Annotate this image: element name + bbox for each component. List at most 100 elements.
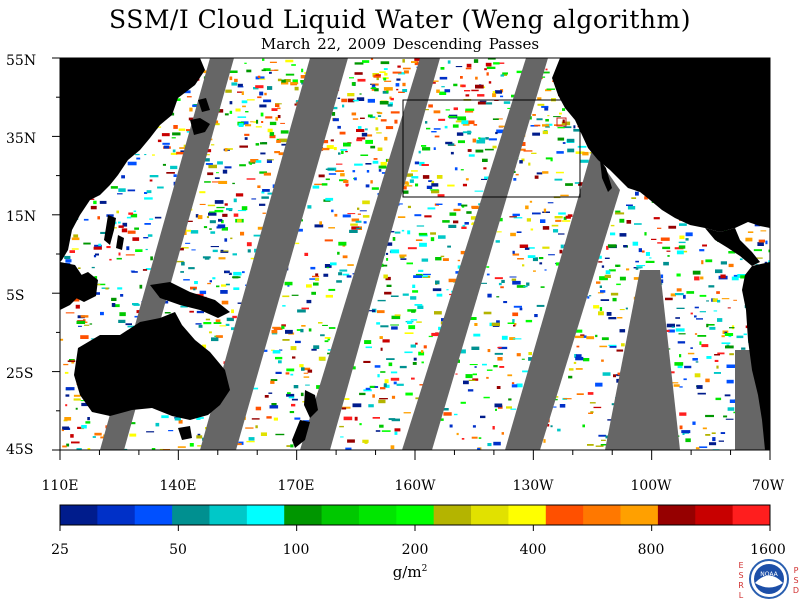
- cloud-speck: [178, 420, 183, 424]
- cloud-speck: [597, 292, 604, 294]
- cloud-speck: [429, 189, 439, 191]
- cloud-speck: [715, 269, 723, 274]
- cloud-speck: [318, 174, 325, 178]
- cloud-speck: [454, 413, 458, 416]
- cloud-speck: [237, 302, 244, 304]
- cloud-speck: [155, 422, 160, 427]
- cloud-speck: [352, 118, 359, 120]
- cloud-speck: [360, 154, 369, 156]
- cloud-speck: [292, 79, 298, 83]
- cloud-speck: [544, 269, 547, 271]
- cloud-speck: [384, 291, 392, 295]
- cloud-speck: [530, 228, 534, 231]
- cloud-speck: [511, 278, 517, 281]
- cloud-speck: [402, 89, 408, 93]
- cloud-speck: [300, 328, 304, 333]
- cloud-speck: [662, 246, 671, 250]
- cloud-speck: [418, 150, 421, 154]
- cloud-speck: [356, 227, 362, 229]
- cloud-speck: [64, 371, 69, 374]
- cloud-speck: [77, 426, 82, 429]
- cloud-speck: [493, 441, 501, 446]
- cloud-speck: [499, 366, 505, 368]
- cloud-speck: [286, 393, 295, 397]
- cloud-speck: [486, 66, 496, 69]
- logo-text: NOAA: [760, 571, 778, 578]
- cloud-speck: [511, 384, 518, 388]
- cloud-speck: [405, 173, 413, 177]
- cloud-speck: [64, 417, 72, 421]
- cloud-speck: [259, 78, 266, 80]
- cloud-speck: [242, 271, 245, 274]
- cloud-speck: [224, 238, 228, 242]
- cloud-speck: [475, 76, 478, 80]
- cloud-speck: [373, 158, 378, 160]
- cloud-speck: [244, 62, 247, 64]
- cloud-speck: [513, 324, 516, 327]
- cloud-speck: [545, 68, 548, 71]
- cloud-speck: [380, 387, 386, 390]
- cloud-speck: [476, 139, 486, 144]
- cloud-speck: [494, 352, 503, 355]
- cloud-speck: [390, 371, 398, 374]
- cloud-speck: [488, 138, 497, 141]
- colorbar-ticks: [59, 525, 771, 531]
- colorbar-cell: [246, 505, 285, 525]
- philippines-islands: [104, 215, 124, 250]
- cloud-speck: [71, 248, 79, 250]
- cloud-speck: [197, 215, 203, 220]
- cloud-speck: [117, 287, 123, 290]
- cloud-speck: [472, 138, 477, 143]
- cloud-speck: [390, 295, 399, 297]
- cloud-speck: [193, 288, 196, 291]
- cloud-speck: [199, 203, 206, 205]
- cloud-speck: [450, 151, 454, 155]
- cloud-speck: [580, 334, 585, 337]
- cloud-speck: [232, 276, 239, 279]
- cloud-speck: [557, 127, 565, 129]
- cloud-speck: [210, 231, 216, 234]
- cloud-speck: [421, 145, 427, 147]
- cloud-speck: [401, 181, 409, 185]
- cloud-speck: [319, 221, 322, 225]
- cloud-speck: [93, 292, 100, 295]
- cloud-speck: [264, 92, 267, 96]
- cloud-speck: [280, 122, 285, 124]
- cloud-speck: [121, 175, 125, 179]
- cloud-speck: [235, 193, 244, 197]
- cloud-speck: [438, 118, 446, 121]
- cloud-speck: [743, 333, 747, 336]
- cloud-speck: [479, 100, 487, 102]
- cloud-speck: [130, 213, 138, 218]
- cloud-speck: [516, 231, 522, 233]
- cloud-speck: [733, 274, 739, 278]
- cloud-speck: [147, 234, 153, 237]
- cloud-speck: [657, 242, 663, 244]
- cloud-speck: [87, 417, 90, 421]
- cloud-speck: [377, 310, 385, 314]
- cloud-speck: [567, 138, 575, 143]
- cloud-speck: [702, 244, 707, 247]
- cloud-speck: [465, 108, 475, 111]
- cloud-speck: [303, 376, 310, 378]
- cloud-speck: [534, 124, 541, 127]
- cloud-speck: [418, 351, 425, 356]
- cloud-speck: [414, 161, 420, 165]
- cloud-speck: [299, 364, 304, 368]
- cloud-speck: [240, 231, 245, 236]
- cloud-speck: [209, 280, 212, 283]
- cloud-speck: [573, 125, 576, 129]
- cloud-speck: [377, 147, 383, 151]
- cloud-speck: [590, 411, 594, 413]
- cloud-speck: [199, 191, 206, 194]
- cloud-speck: [340, 149, 348, 151]
- cloud-speck: [381, 430, 391, 432]
- cloud-speck: [696, 385, 703, 389]
- cloud-speck: [294, 86, 299, 91]
- cloud-speck: [554, 216, 563, 219]
- cloud-speck: [343, 416, 353, 421]
- cloud-speck: [250, 159, 259, 163]
- cloud-speck: [756, 257, 763, 259]
- cloud-speck: [383, 274, 388, 279]
- cloud-speck: [302, 367, 311, 371]
